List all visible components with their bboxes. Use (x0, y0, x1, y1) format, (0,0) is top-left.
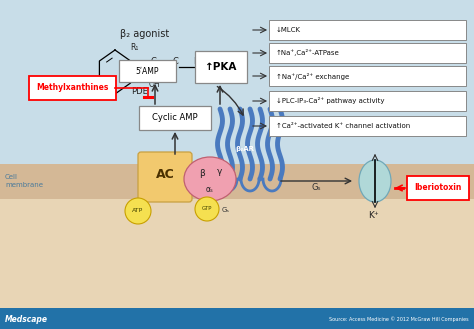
Text: 5ʹAMP: 5ʹAMP (135, 66, 159, 75)
Text: ↓MLCK: ↓MLCK (276, 27, 301, 33)
Text: Methylxanthines: Methylxanthines (36, 84, 108, 92)
Text: ↑Na⁺,Ca²⁺-ATPase: ↑Na⁺,Ca²⁺-ATPase (276, 49, 340, 57)
Bar (0, 0, 474, 174)
Circle shape (195, 197, 219, 221)
Text: PDE: PDE (132, 88, 148, 96)
Text: αₛ: αₛ (206, 185, 214, 193)
Text: AC: AC (155, 168, 174, 182)
Circle shape (125, 198, 151, 224)
FancyBboxPatch shape (407, 176, 469, 200)
FancyBboxPatch shape (195, 51, 247, 83)
Ellipse shape (184, 157, 236, 201)
Text: R₂: R₂ (207, 74, 216, 83)
FancyBboxPatch shape (269, 20, 466, 40)
Text: Cyclic AMP: Cyclic AMP (152, 114, 198, 122)
FancyBboxPatch shape (29, 76, 116, 100)
FancyBboxPatch shape (269, 66, 466, 86)
Text: β₂ agonist: β₂ agonist (120, 29, 169, 39)
Text: R₁: R₁ (130, 43, 138, 52)
Text: Iberiotoxin: Iberiotoxin (414, 184, 462, 192)
Text: ↑Ca²⁺-activated K⁺ channel activation: ↑Ca²⁺-activated K⁺ channel activation (276, 123, 410, 129)
Text: Gₛ: Gₛ (311, 184, 321, 192)
Text: β₂AR: β₂AR (236, 146, 255, 152)
Text: C: C (172, 57, 178, 66)
Text: NH: NH (193, 57, 206, 66)
Text: HO: HO (83, 80, 95, 89)
Bar (0, 308, 474, 329)
Text: ↑PKA: ↑PKA (205, 62, 237, 72)
Text: GTP: GTP (202, 207, 212, 212)
FancyBboxPatch shape (139, 106, 211, 130)
Text: ↓PLC-IP₃-Ca²⁺ pathway activity: ↓PLC-IP₃-Ca²⁺ pathway activity (276, 97, 384, 105)
Text: C: C (150, 57, 156, 66)
Text: ATP: ATP (132, 209, 144, 214)
Bar (0, 164, 474, 199)
Text: OH: OH (149, 80, 161, 89)
FancyBboxPatch shape (269, 91, 466, 111)
Text: ↑Na⁺/Ca²⁺ exchange: ↑Na⁺/Ca²⁺ exchange (276, 72, 349, 80)
Text: Medscape: Medscape (5, 315, 48, 323)
Text: Cell
membrane: Cell membrane (5, 174, 43, 188)
FancyBboxPatch shape (269, 43, 466, 63)
FancyBboxPatch shape (119, 60, 176, 82)
Text: Source: Access Medicine © 2012 McGraw Hill Companies: Source: Access Medicine © 2012 McGraw Hi… (329, 316, 469, 322)
FancyBboxPatch shape (269, 116, 466, 136)
Text: γ: γ (217, 166, 223, 175)
Text: K⁺: K⁺ (368, 212, 378, 220)
Text: β: β (199, 168, 205, 178)
Bar (0, 168, 474, 308)
FancyBboxPatch shape (138, 152, 192, 202)
Text: Gₛ: Gₛ (222, 207, 230, 213)
Ellipse shape (359, 160, 391, 202)
